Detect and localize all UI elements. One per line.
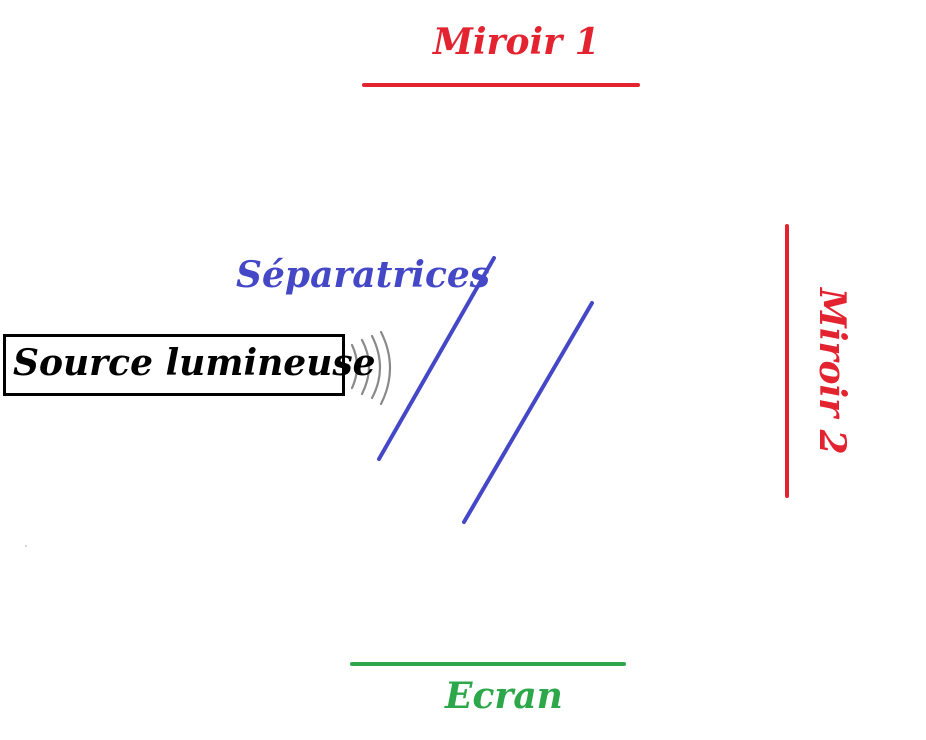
speck-mark — [25, 545, 27, 547]
separator-line-2 — [462, 301, 594, 524]
screen-label: Ecran — [445, 675, 563, 717]
light-waves-icon — [350, 330, 391, 406]
mirror-2-label: Miroir 2 — [811, 288, 853, 455]
separator-line-1 — [377, 256, 496, 461]
source-label: Source lumineuse — [13, 342, 376, 384]
separators-label: Séparatrices — [236, 254, 491, 296]
mirror-1-label: Miroir 1 — [433, 21, 600, 63]
source-box — [3, 334, 345, 396]
